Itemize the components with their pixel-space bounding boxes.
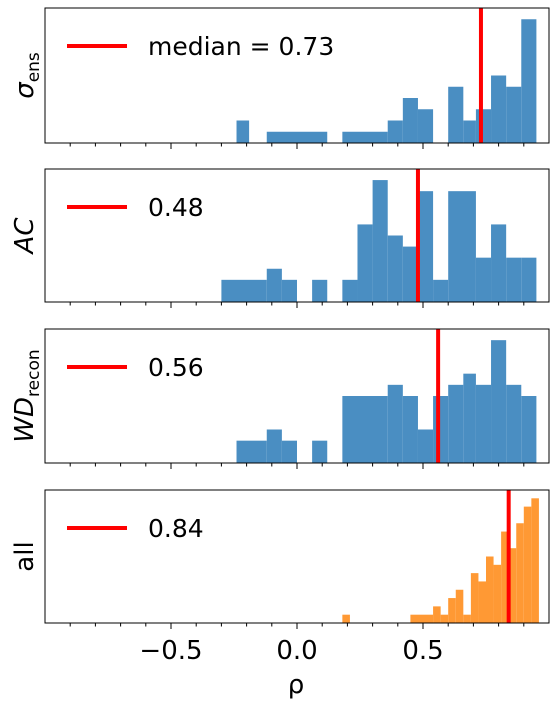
y-axis-label: AC: [10, 217, 40, 256]
y-axis-label: WDrecon: [10, 349, 44, 442]
histogram-bar: [312, 440, 328, 463]
panel-1: 0.48 AC: [10, 168, 550, 308]
histogram-bar: [342, 614, 350, 623]
histogram-bar: [387, 235, 403, 302]
histogram-bar: [521, 257, 537, 302]
legend-label: 0.48: [148, 193, 204, 222]
histogram-bar: [387, 120, 403, 143]
histogram-bar: [402, 98, 418, 143]
histogram-bar: [433, 396, 449, 463]
histogram-bar: [342, 396, 388, 463]
histogram-bar: [463, 373, 476, 463]
histogram-bar: [516, 523, 524, 623]
histogram-bar: [417, 109, 434, 143]
histogram-bar: [342, 131, 388, 143]
histogram-bar: [266, 429, 282, 463]
x-axis-label: ρ: [288, 670, 305, 700]
histogram-bar: [491, 340, 507, 463]
histogram-bar: [236, 440, 267, 463]
histogram-bar: [372, 180, 388, 302]
histogram-bar: [508, 548, 517, 623]
histogram-bar: [523, 506, 532, 623]
x-tick-label: 0.0: [276, 636, 317, 666]
histogram-bar: [475, 384, 492, 463]
legend-label: 0.56: [148, 353, 204, 382]
histogram-bar: [402, 396, 418, 463]
histogram-bar: [342, 279, 358, 302]
legend-label: 0.84: [148, 514, 204, 543]
histogram-bar: [493, 564, 502, 623]
histogram-bar: [475, 109, 492, 143]
histogram-bar: [387, 384, 403, 463]
panel-0: median = 0.73 σens: [10, 7, 550, 149]
histogram-bar: [281, 279, 297, 302]
histogram-bar: [470, 573, 479, 623]
histogram-bar: [433, 279, 449, 302]
histogram-bar: [478, 581, 486, 623]
panel-3: 0.84 all: [10, 489, 550, 629]
histogram-bar: [433, 606, 441, 623]
histogram-bar: [463, 120, 476, 143]
histogram-bar: [312, 279, 328, 302]
histogram-bar: [417, 191, 434, 302]
histogram-bar: [402, 246, 418, 302]
y-axis-label: σens: [10, 52, 44, 99]
histogram-bar: [491, 75, 507, 143]
panel-2: 0.56 WDrecon: [10, 328, 550, 469]
histogram-bar: [531, 498, 539, 623]
histogram-bar: [266, 131, 328, 143]
histogram-bar: [281, 440, 297, 463]
histogram-bar: [521, 19, 537, 143]
histogram-bar: [448, 384, 464, 463]
histogram-bar: [448, 598, 456, 623]
histogram-bar: [501, 531, 509, 623]
histogram-bar: [506, 384, 522, 463]
histogram-bar: [266, 268, 282, 302]
histogram-bar: [417, 429, 434, 463]
histogram-bar: [463, 614, 471, 623]
histogram-bar: [448, 86, 464, 143]
panels: median = 0.73 σens 0.48 AC 0.56 WDrecon 0.84 al…: [10, 7, 550, 629]
histogram-bar: [448, 191, 476, 302]
histogram-bar: [440, 614, 449, 623]
x-tick-label: 0.5: [402, 636, 443, 666]
histogram-bar: [521, 396, 537, 463]
histogram-bar: [410, 614, 434, 623]
y-axis-label: all: [10, 541, 40, 571]
histogram-bar: [475, 257, 492, 302]
x-tick-label: −0.5: [139, 636, 202, 666]
histogram-bar: [221, 279, 267, 302]
histogram-bar: [506, 257, 522, 302]
histogram-bar: [491, 224, 507, 302]
histogram-bar: [357, 224, 373, 302]
histogram-bar: [486, 556, 494, 623]
histogram-bar: [506, 86, 522, 143]
x-tick-labels: −0.5 0.0 0.5: [139, 636, 443, 666]
histogram-bar: [455, 589, 464, 623]
legend-label: median = 0.73: [148, 32, 334, 61]
histogram-bar: [236, 120, 250, 143]
